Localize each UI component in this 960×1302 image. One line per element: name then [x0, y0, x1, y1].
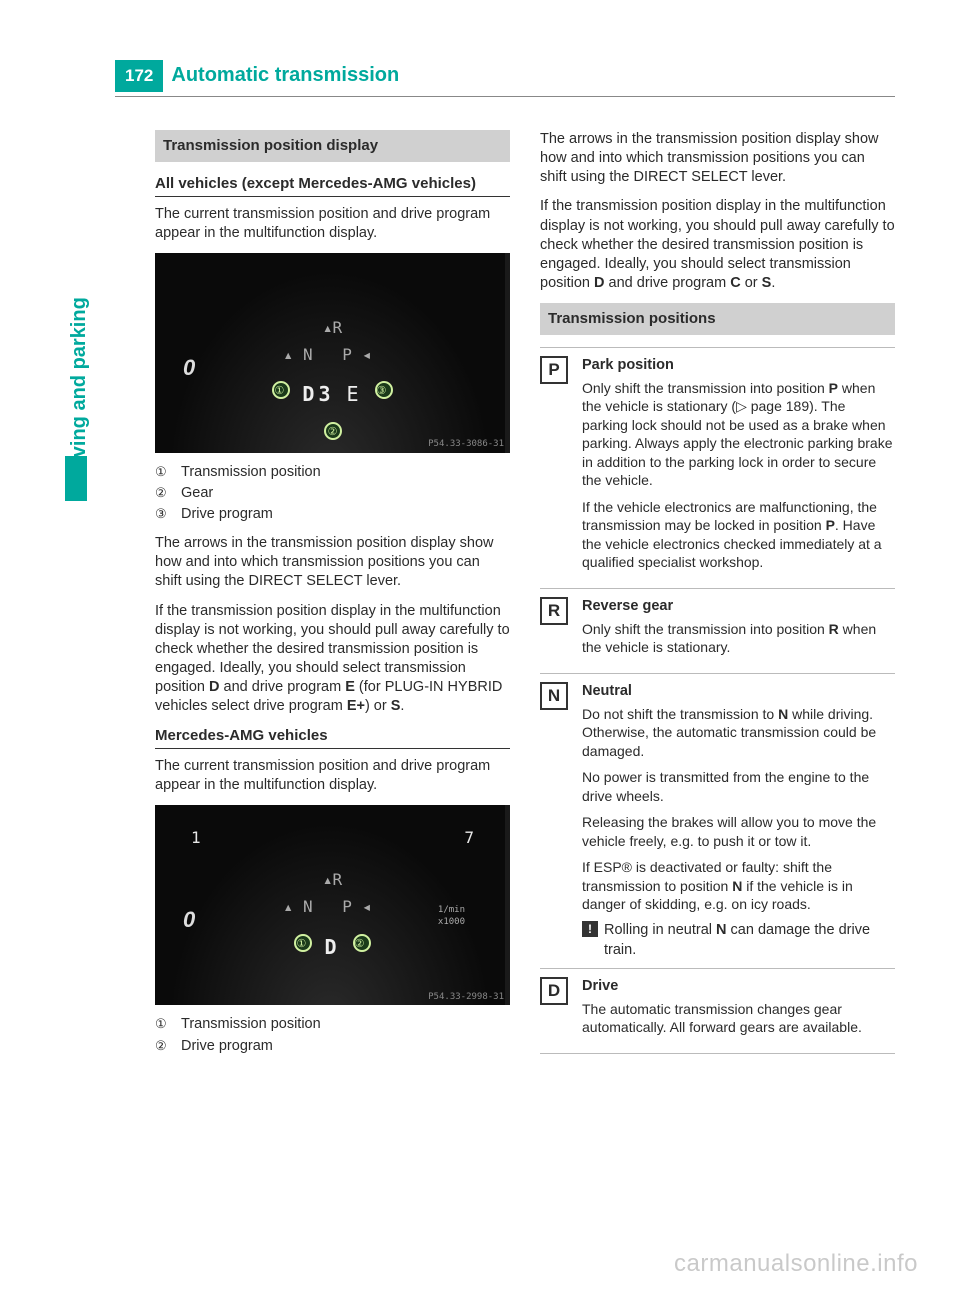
position-symbol: N	[540, 682, 568, 710]
drive-mode: E	[347, 381, 363, 407]
body-text: No power is transmitted from the engine …	[582, 768, 895, 805]
legend-text: Drive program	[181, 505, 273, 524]
page-header: 172 Automatic transmission	[115, 60, 960, 92]
body-text: The current transmission position and dr…	[155, 757, 510, 795]
callout-marker-1: ①	[294, 934, 312, 952]
figure-caption: P54.33-3086-31	[428, 439, 504, 451]
sub-rule	[155, 748, 510, 749]
rpm-label: 1/min x1000	[438, 905, 465, 929]
sub-heading: Mercedes-AMG vehicles	[155, 726, 510, 746]
legend-row: ② Gear	[155, 484, 510, 503]
column-left: Transmission position display All vehicl…	[155, 130, 510, 1066]
body-text: If the transmission position display in …	[155, 602, 510, 717]
dial-top-row: ▴R	[155, 317, 510, 338]
position-symbol: P	[540, 356, 568, 384]
warning-note: ! Rolling in neutral N can damage the dr…	[582, 921, 895, 959]
dial-secondary-row: ▴N P◂	[155, 344, 510, 365]
body-text: The automatic transmission changes gear …	[582, 1000, 895, 1037]
note-text: Rolling in neutral N can damage the driv…	[604, 921, 895, 959]
position-body: Park position Only shift the transmissio…	[582, 356, 895, 580]
dial-gear-row: ① D ②	[195, 934, 470, 960]
position-row-drive: D Drive The automatic transmission chang…	[540, 969, 895, 1054]
legend-num: ①	[155, 463, 173, 480]
sub-rule	[155, 196, 510, 197]
body-text: If the vehicle electronics are malfuncti…	[582, 498, 895, 572]
legend-row: ① Transmission position	[155, 463, 510, 482]
body-text: If the transmission position display in …	[540, 197, 895, 293]
position-row-reverse: R Reverse gear Only shift the transmissi…	[540, 589, 895, 674]
dial-num-right: 7	[464, 827, 474, 848]
body-text: The arrows in the transmission position …	[155, 534, 510, 591]
body-text: If ESP® is deactivated or faulty: shift …	[582, 858, 895, 913]
legend-text: Drive program	[181, 1037, 273, 1056]
figure-legend: ① Transmission position ② Drive program	[155, 1015, 510, 1055]
callout-marker-2: ②	[353, 934, 371, 952]
transmission-display-figure: 0 ▴R ▴N P◂ ① D3 E ③ ② P54.33-3086-31	[155, 253, 510, 453]
transmission-display-figure-amg: 1 7 0 ▴R ▴N P◂ 1/min x1000 ① D ② P54.33-…	[155, 805, 510, 1005]
legend-num: ②	[155, 484, 173, 501]
legend-num: ②	[155, 1037, 173, 1054]
body-text: The current transmission position and dr…	[155, 205, 510, 243]
page-title: Automatic transmission	[171, 60, 399, 87]
legend-num: ①	[155, 1015, 173, 1032]
callout-marker-2: ②	[324, 422, 342, 441]
position-row-neutral: N Neutral Do not shift the transmission …	[540, 674, 895, 969]
legend-row: ① Transmission position	[155, 1015, 510, 1034]
position-symbol: D	[540, 977, 568, 1005]
sub-heading: All vehicles (except Mercedes-AMG vehicl…	[155, 174, 510, 194]
position-body: Neutral Do not shift the transmission to…	[582, 682, 895, 960]
position-title: Drive	[582, 977, 895, 996]
body-text: The arrows in the transmission position …	[540, 130, 895, 187]
position-body: Reverse gear Only shift the transmission…	[582, 597, 895, 665]
position-symbol: R	[540, 597, 568, 625]
legend-row: ② Drive program	[155, 1037, 510, 1056]
gear-indicator: D	[324, 934, 340, 960]
legend-text: Transmission position	[181, 1015, 321, 1034]
dial-top-row: ▴R	[155, 869, 510, 890]
legend-text: Gear	[181, 484, 213, 503]
position-title: Neutral	[582, 682, 895, 701]
position-body: Drive The automatic transmission changes…	[582, 977, 895, 1045]
body-text: Releasing the brakes will allow you to m…	[582, 813, 895, 850]
column-right: The arrows in the transmission position …	[540, 130, 895, 1066]
section-heading: Transmission position display	[155, 130, 510, 162]
legend-row: ③ Drive program	[155, 505, 510, 524]
legend-text: Transmission position	[181, 463, 321, 482]
header-rule	[115, 96, 895, 97]
position-row-park: P Park position Only shift the transmiss…	[540, 348, 895, 589]
legend-num: ③	[155, 505, 173, 522]
figure-legend: ① Transmission position ② Gear ③ Drive prog…	[155, 463, 510, 524]
dial-gear-row: ① D3 E ③	[195, 381, 470, 407]
transmission-positions-table: P Park position Only shift the transmiss…	[540, 347, 895, 1054]
body-text: Do not shift the transmission to N while…	[582, 705, 895, 760]
manual-page: 172 Automatic transmission Driving and p…	[0, 0, 960, 1302]
body-text: Only shift the transmission into positio…	[582, 379, 895, 490]
page-number: 172	[115, 60, 163, 92]
content-area: Transmission position display All vehicl…	[155, 130, 895, 1066]
body-text: Only shift the transmission into positio…	[582, 620, 895, 657]
gear-indicator: D3	[302, 381, 334, 407]
callout-marker-1: ①	[272, 381, 290, 399]
dial-num-left: 1	[191, 827, 201, 848]
position-title: Reverse gear	[582, 597, 895, 616]
figure-caption: P54.33-2998-31	[428, 992, 504, 1004]
watermark: carmanualsonline.info	[674, 1250, 918, 1278]
section-heading: Transmission positions	[540, 303, 895, 335]
callout-marker-3: ③	[375, 381, 393, 399]
side-tab-marker	[65, 456, 87, 501]
warning-icon: !	[582, 921, 598, 937]
position-title: Park position	[582, 356, 895, 375]
